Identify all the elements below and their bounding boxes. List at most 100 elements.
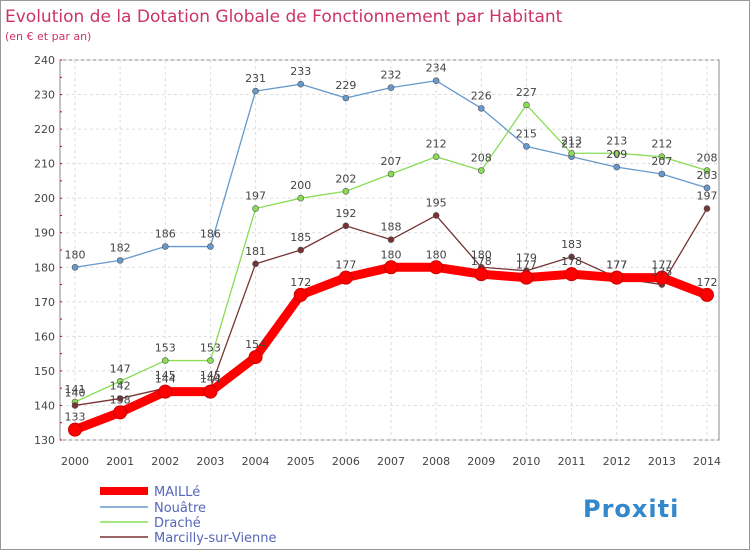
- x-tick-label: 2009: [467, 455, 495, 468]
- data-point: [703, 184, 711, 192]
- data-point: [338, 270, 353, 285]
- x-tick-label: 2011: [558, 455, 586, 468]
- x-tick-label: 2013: [648, 455, 676, 468]
- data-label: 186: [155, 228, 176, 241]
- data-point: [613, 149, 621, 157]
- x-tick-label: 2002: [151, 455, 179, 468]
- data-point: [342, 187, 350, 195]
- data-label: 179: [516, 252, 537, 265]
- chart-title: Evolution de la Dotation Globale de Fonc…: [5, 7, 563, 27]
- data-point: [474, 267, 489, 282]
- data-point: [432, 153, 440, 161]
- data-label: 212: [651, 138, 672, 151]
- data-label: 195: [426, 196, 447, 209]
- data-point: [297, 194, 305, 202]
- y-tick-label: 180: [34, 261, 55, 274]
- data-point: [477, 167, 485, 174]
- data-label: 138: [110, 393, 131, 406]
- data-point: [342, 222, 350, 230]
- y-tick-label: 150: [34, 365, 55, 378]
- y-tick-label: 200: [34, 192, 55, 205]
- logo-text: Proxiti: [583, 495, 679, 523]
- y-tick-label: 210: [34, 158, 55, 171]
- data-label: 186: [200, 228, 221, 241]
- data-label: 200: [290, 179, 311, 192]
- data-label: 203: [697, 169, 718, 182]
- data-point: [658, 153, 666, 161]
- data-point: [207, 243, 214, 250]
- data-label: 208: [471, 152, 492, 165]
- data-label: 207: [381, 155, 402, 168]
- data-label: 178: [561, 255, 582, 268]
- data-label: 180: [65, 248, 86, 261]
- data-label: 208: [697, 152, 718, 165]
- data-point: [297, 80, 305, 88]
- data-label: 226: [471, 89, 492, 102]
- data-label: 180: [471, 248, 492, 261]
- data-point: [387, 236, 395, 243]
- data-point: [71, 263, 79, 271]
- data-label: 207: [651, 155, 672, 168]
- data-label: 231: [245, 72, 266, 85]
- data-label: 232: [381, 69, 402, 82]
- data-point: [658, 170, 666, 178]
- data-point: [116, 377, 124, 385]
- x-tick-label: 2014: [693, 455, 721, 468]
- data-point: [703, 205, 711, 212]
- data-point: [654, 270, 669, 285]
- y-tick-label: 240: [34, 54, 55, 67]
- data-label: 192: [335, 207, 356, 220]
- data-point: [384, 260, 398, 275]
- data-label: 215: [516, 127, 537, 140]
- data-label: 177: [606, 259, 627, 272]
- data-point: [68, 422, 82, 437]
- data-point: [387, 84, 395, 91]
- data-label: 147: [110, 362, 131, 375]
- chart-subtitle: (en € et par an): [5, 30, 91, 43]
- data-label: 197: [245, 190, 266, 203]
- data-point: [568, 149, 575, 157]
- data-point: [248, 350, 263, 365]
- data-label: 154: [245, 338, 266, 351]
- data-label: 188: [381, 221, 402, 234]
- data-point: [252, 205, 259, 212]
- x-tick-label: 2000: [61, 455, 89, 468]
- data-label: 144: [155, 373, 176, 386]
- data-label: 142: [110, 380, 131, 393]
- data-label: 213: [561, 134, 582, 147]
- data-point: [161, 243, 169, 250]
- data-point: [700, 287, 714, 302]
- data-point: [161, 357, 169, 364]
- data-label: 175: [651, 266, 672, 279]
- y-tick-label: 230: [34, 89, 55, 102]
- data-label: 209: [606, 148, 627, 161]
- y-tick-label: 160: [34, 330, 55, 343]
- legend-label: Draché: [154, 516, 201, 531]
- proxiti-logo: Proxiti: [583, 495, 679, 523]
- data-point: [293, 287, 308, 302]
- data-label: 212: [426, 138, 447, 151]
- data-point: [387, 170, 395, 178]
- data-point: [429, 260, 444, 275]
- data-point: [519, 270, 534, 285]
- legend-label: Marcilly-sur-Vienne: [154, 531, 277, 546]
- data-point: [523, 143, 530, 150]
- data-point: [203, 384, 218, 399]
- data-label: 177: [606, 259, 627, 272]
- y-tick-label: 170: [34, 296, 55, 309]
- data-label: 172: [290, 276, 311, 289]
- data-label: 212: [561, 138, 582, 151]
- data-label: 145: [155, 369, 176, 382]
- data-point: [703, 167, 711, 174]
- data-label: 144: [200, 373, 221, 386]
- x-tick-label: 2010: [512, 455, 540, 468]
- data-label: 180: [381, 248, 402, 261]
- data-point: [207, 357, 214, 364]
- data-label: 141: [65, 383, 86, 396]
- x-tick-label: 2004: [242, 455, 270, 468]
- data-label: 153: [200, 342, 221, 355]
- data-point: [432, 212, 440, 219]
- y-tick-label: 190: [34, 227, 55, 240]
- data-label: 213: [606, 134, 627, 147]
